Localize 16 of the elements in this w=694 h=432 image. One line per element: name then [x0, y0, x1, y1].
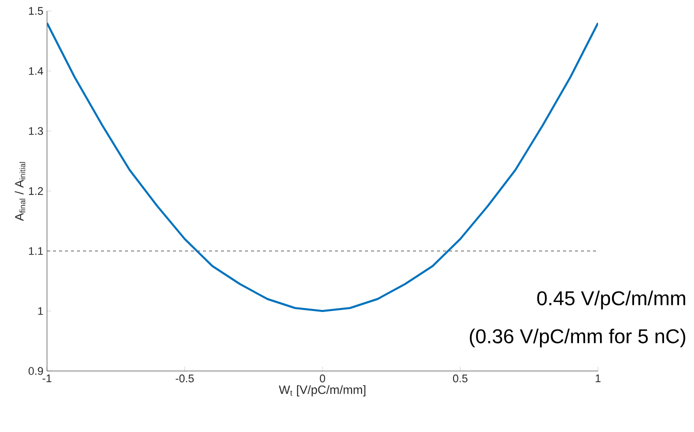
y-tick-label: 1	[38, 307, 43, 315]
y-axis-title: A$_{final}$ / A$_{initial}$	[14, 162, 26, 221]
x-axis-title: W$_{t}$ [V/pC/m/mm]	[278, 385, 366, 396]
y-tick-label: 1.1	[29, 247, 43, 255]
x-tick-label: -0.5	[176, 374, 194, 382]
annotation: (0.36 V/pC/mm for 5 nC)	[470, 328, 686, 348]
annotation: 0.45 V/pC/m/mm	[537, 290, 686, 310]
y-tick-label: 1.2	[29, 187, 43, 195]
x-tick-label: 0	[320, 374, 326, 382]
x-tick-label: 1	[596, 374, 601, 382]
y-tick-label: 0.9	[28, 367, 43, 375]
x-tick-label: -1	[42, 374, 52, 382]
y-tick-label: 1.4	[29, 67, 44, 75]
y-tick-label: 1.3	[29, 127, 43, 135]
y-tick-label: 1.5	[29, 7, 43, 15]
x-tick-label: 0.5	[453, 374, 468, 382]
